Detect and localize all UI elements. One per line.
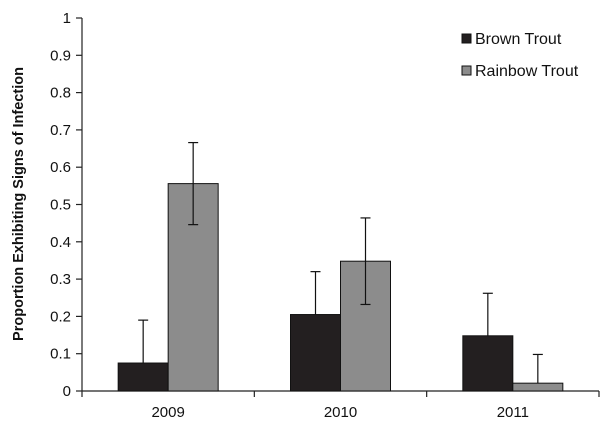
x-axis: 2009 2010 2011 — [81, 390, 600, 421]
x-tick-label: 2009 — [151, 404, 184, 421]
x-tick-label: 2010 — [324, 404, 357, 421]
y-tick-label: 0.4 — [50, 234, 71, 251]
bar-brown-trout-2009 — [117, 362, 169, 392]
y-axis-title: Proportion Exhibiting Signs of Infection — [11, 67, 27, 341]
legend-swatch — [461, 65, 472, 76]
y-tick-label: 0.8 — [50, 85, 71, 102]
legend-label: Rainbow Trout — [475, 63, 579, 80]
y-axis: 0 0.1 0.2 0.3 0.4 0.5 0.6 0.7 0.8 0.9 1 — [50, 10, 83, 400]
error-bars — [138, 141, 543, 384]
y-tick-label: 0 — [63, 383, 71, 400]
bars — [117, 183, 564, 392]
y-tick-label: 1 — [63, 10, 71, 27]
bar-rainbow-trout-2011 — [512, 382, 564, 392]
y-tick-label: 0.5 — [50, 197, 71, 214]
y-tick-label: 0.3 — [50, 271, 71, 288]
x-tick-label: 2011 — [497, 404, 529, 421]
y-tick-label: 0.2 — [50, 308, 71, 325]
y-tick-label: 0.6 — [50, 159, 71, 176]
legend: Brown Trout Rainbow Trout — [461, 31, 579, 80]
legend-swatch — [461, 33, 472, 44]
bar-brown-trout-2010 — [290, 314, 341, 392]
y-tick-label: 0.7 — [50, 122, 71, 139]
bar-brown-trout-2011 — [462, 335, 514, 392]
legend-label: Brown Trout — [475, 31, 562, 48]
y-tick-label: 0.1 — [50, 346, 71, 363]
y-tick-label: 0.9 — [50, 47, 71, 64]
